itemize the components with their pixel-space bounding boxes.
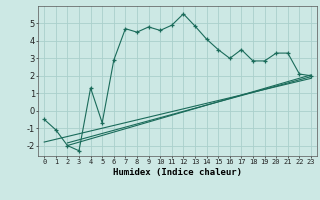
X-axis label: Humidex (Indice chaleur): Humidex (Indice chaleur) — [113, 168, 242, 177]
